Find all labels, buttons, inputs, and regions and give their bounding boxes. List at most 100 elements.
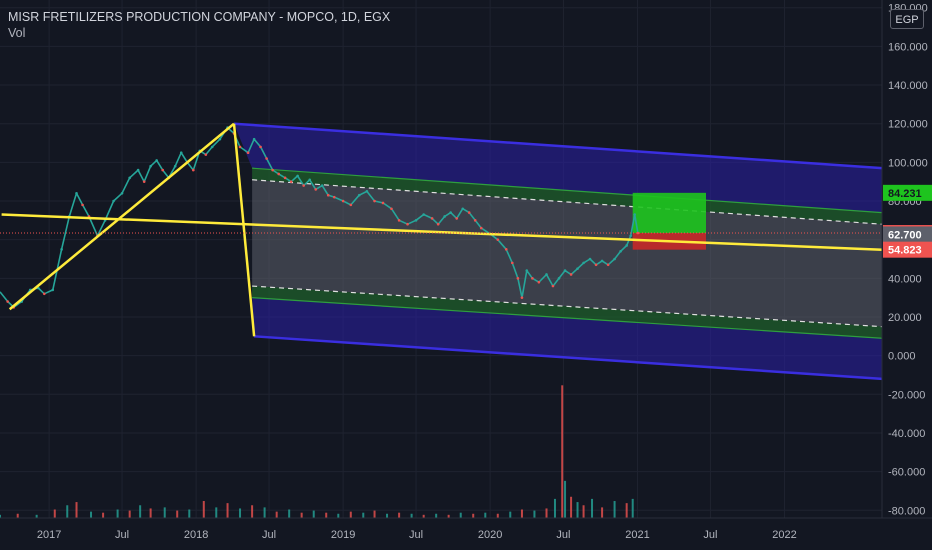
- price-badge-label: 84.231: [888, 188, 922, 200]
- time-axis[interactable]: 2017 Jul 2018 Jul 2019 Jul 2020 Jul 2021 Jul 2022: [0, 517, 932, 550]
- price-point: [537, 280, 541, 284]
- price-badge-label: 62.700: [888, 229, 922, 241]
- price-point: [136, 168, 140, 172]
- volume-bar: [53, 509, 56, 518]
- volume-bar: [398, 512, 401, 518]
- channel-band-upper-line: [252, 167, 883, 214]
- volume-bar: [484, 512, 487, 518]
- volume-bar: [215, 507, 218, 518]
- price-point: [414, 219, 418, 222]
- price-point: [43, 292, 46, 296]
- price-point: [633, 213, 637, 216]
- price-point: [142, 180, 146, 183]
- volume-bar: [0, 514, 1, 518]
- price-axis[interactable]: -80.000 -60.000 -40.000 -20.000 0.000 20.000 4…: [881, 0, 932, 550]
- price-point: [60, 248, 63, 251]
- volume-bar: [349, 511, 352, 518]
- price-point: [582, 261, 585, 265]
- x-tick-label: Jul: [409, 529, 423, 541]
- regression-channel[interactable]: [233, 122, 883, 381]
- y-tick-label: 140.000: [888, 80, 928, 92]
- price-point: [252, 137, 256, 141]
- price-point: [326, 193, 330, 197]
- volume-bar: [300, 512, 303, 518]
- price-point: [557, 277, 561, 280]
- symbol-title[interactable]: MISR FRETILIZERS PRODUCTION COMPANY - MO…: [8, 10, 391, 24]
- x-tick-label: 2020: [478, 529, 502, 541]
- channel-upper-line: [233, 122, 883, 170]
- volume-bar: [373, 510, 376, 518]
- volume-bar: [591, 498, 594, 518]
- x-tick-label: 2021: [625, 529, 649, 541]
- volume-bar: [472, 513, 475, 518]
- price-point: [289, 180, 293, 183]
- price-point: [112, 199, 115, 203]
- volume-label[interactable]: Vol: [8, 26, 26, 40]
- volume-bar: [66, 505, 69, 518]
- volume-bar: [386, 513, 389, 518]
- price-point: [479, 226, 483, 230]
- price-point: [461, 207, 465, 211]
- volume-bar: [202, 501, 205, 518]
- price-point: [128, 176, 131, 180]
- volume-bar: [631, 498, 634, 518]
- price-point: [81, 203, 84, 207]
- price-badge-bg: [883, 241, 932, 258]
- volume-bar: [116, 509, 119, 518]
- price-point: [525, 269, 529, 272]
- price-point: [467, 211, 471, 214]
- price-point: [218, 137, 222, 141]
- volume-bar: [90, 511, 93, 518]
- price-point: [551, 284, 555, 288]
- price-point: [449, 211, 452, 214]
- trend-lines[interactable]: [1, 122, 883, 337]
- volume-bar: [564, 480, 567, 518]
- price-point: [625, 244, 628, 247]
- volume-bar: [163, 507, 166, 518]
- trend-line-up: [8, 122, 235, 311]
- price-point: [6, 300, 9, 303]
- price-point: [629, 234, 632, 238]
- price-axis-bg: [882, 0, 932, 550]
- volume-bar: [176, 510, 179, 518]
- price-point: [606, 263, 610, 267]
- price-point: [510, 261, 514, 265]
- price-point: [496, 238, 500, 241]
- price-point: [120, 191, 124, 195]
- channel-outer-top: [233, 123, 883, 213]
- y-tick-label: -60.000: [888, 467, 925, 479]
- price-point: [314, 188, 318, 191]
- volume-bar: [601, 507, 604, 518]
- volume-bar: [459, 512, 462, 518]
- volume-bar: [312, 510, 315, 518]
- channel-outer-bottom: [252, 297, 883, 379]
- price-line: [0, 126, 639, 309]
- price-point: [357, 193, 361, 197]
- price-point: [594, 263, 598, 267]
- price-point: [545, 273, 548, 276]
- price-point: [422, 213, 425, 216]
- volume-bar: [35, 514, 38, 518]
- volume-bar: [128, 510, 131, 518]
- x-tick-label: Jul: [556, 529, 570, 541]
- price-point: [520, 296, 524, 299]
- channel-dashed-lower-line: [252, 285, 883, 328]
- price-point: [51, 288, 55, 292]
- x-tick-label: Jul: [262, 529, 276, 541]
- y-tick-label: -40.000: [888, 428, 925, 440]
- y-tick-label: -20.000: [888, 389, 925, 401]
- y-tick-label: 0.000: [888, 351, 916, 363]
- price-point: [430, 217, 434, 220]
- x-tick-label: 2022: [772, 529, 796, 541]
- price-point: [563, 269, 567, 272]
- price-series: [0, 126, 640, 309]
- channel-lower-line: [254, 335, 883, 381]
- volume-bar: [447, 514, 450, 518]
- price-point: [246, 151, 250, 154]
- volume-bar: [410, 513, 413, 518]
- currency-button[interactable]: EGP: [890, 9, 924, 29]
- chart-header: MISR FRETILIZERS PRODUCTION COMPANY - MO…: [8, 9, 390, 41]
- volume-bar: [625, 503, 628, 518]
